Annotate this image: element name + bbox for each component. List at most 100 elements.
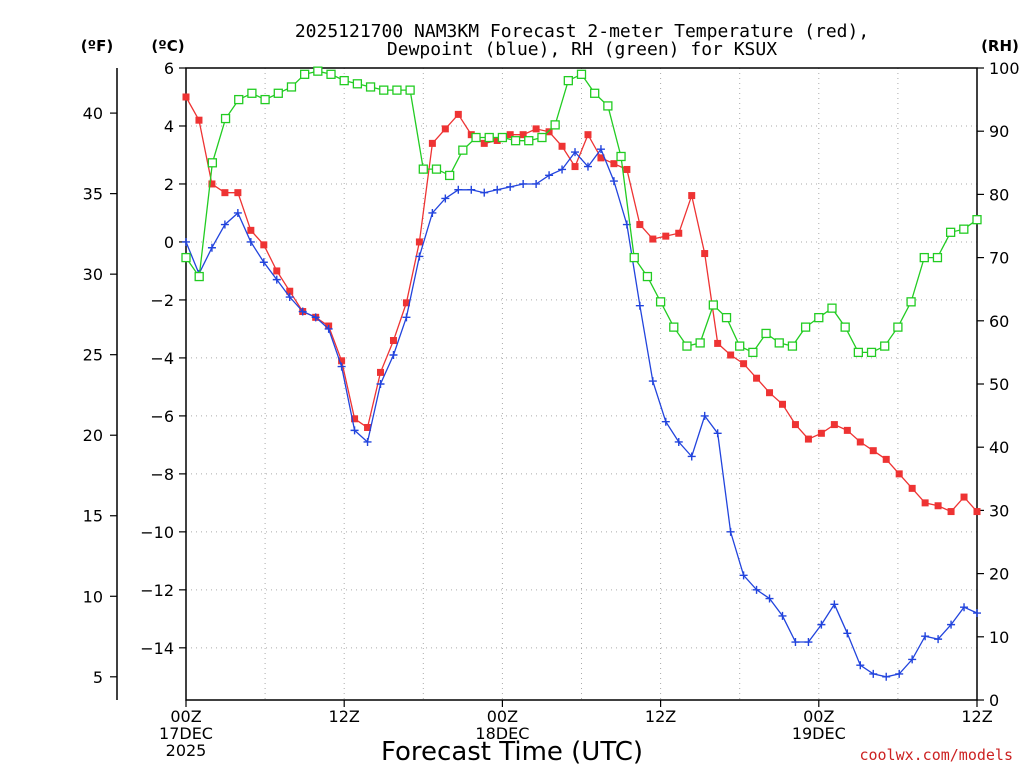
rh-tick-label: 100 xyxy=(989,59,1020,78)
temperature-point xyxy=(221,189,229,197)
rh-point xyxy=(299,69,310,79)
temperature-point xyxy=(766,389,774,397)
dewpoint-point xyxy=(220,220,229,229)
rh-tick-label: 90 xyxy=(989,122,1009,141)
time-tick-label: 00Z xyxy=(487,707,518,726)
dewpoint-point xyxy=(532,179,541,188)
temperature-point xyxy=(934,502,942,510)
axes xyxy=(116,67,978,701)
time-tick-label: 19DEC xyxy=(792,724,846,743)
rh-point xyxy=(524,136,534,146)
dewpoint-point xyxy=(778,611,787,620)
temperature-point xyxy=(247,226,255,234)
temperature-point xyxy=(895,470,903,478)
dewpoint-point xyxy=(687,452,696,461)
rh-series xyxy=(181,66,982,358)
rh-point xyxy=(445,170,455,181)
rh-point xyxy=(563,75,573,86)
rh-point xyxy=(260,94,270,105)
dewpoint-point xyxy=(752,585,761,594)
temperature-point xyxy=(649,235,657,243)
time-tick-label: 17DEC xyxy=(159,724,213,743)
rh-point xyxy=(286,82,297,92)
temperature-point xyxy=(402,299,410,307)
temperature-point xyxy=(558,142,566,150)
rh-point xyxy=(392,85,402,95)
dewpoint-point xyxy=(480,188,489,197)
rh-point xyxy=(695,338,705,348)
rh-point xyxy=(721,312,732,323)
time-tick-label: 2025 xyxy=(166,741,207,760)
rh-point xyxy=(682,341,692,351)
temperature-point xyxy=(960,493,968,501)
temperature-point xyxy=(467,131,475,139)
temperature-point xyxy=(908,484,916,492)
rh-point xyxy=(893,322,903,332)
temperature-point xyxy=(804,435,812,443)
rh-tick-label: 0 xyxy=(989,691,999,710)
rh-point xyxy=(669,322,679,332)
rh-point xyxy=(774,338,784,348)
temperature-point xyxy=(856,438,864,446)
dewpoint-point xyxy=(182,237,190,246)
temperature-point xyxy=(195,116,203,124)
rh-point xyxy=(247,88,257,98)
temperature-point xyxy=(636,221,644,229)
dewpoint-point xyxy=(493,185,502,194)
dewpoint-point xyxy=(545,171,554,180)
temperature-point xyxy=(947,508,955,516)
rh-point xyxy=(748,347,758,358)
temperature-point xyxy=(584,131,592,139)
fahrenheit-axis-unit: (ºF) xyxy=(81,37,113,55)
rh-point xyxy=(458,145,468,155)
dewpoint-point xyxy=(583,162,592,171)
rh-point xyxy=(655,297,666,307)
rh-point xyxy=(735,341,745,351)
temperature-point xyxy=(830,421,838,429)
dewpoint-point xyxy=(311,313,320,322)
dewpoint-point xyxy=(908,655,917,664)
temperature-point xyxy=(778,400,786,408)
chart-title-line1: 2025121700 NAM3KM Forecast 2-meter Tempe… xyxy=(295,21,869,42)
rh-tick-label: 20 xyxy=(989,565,1009,584)
temperature-point xyxy=(545,128,553,136)
temperature-point xyxy=(286,287,294,295)
fahrenheit-tick-label: 10 xyxy=(83,587,103,606)
rh-tick-label: 10 xyxy=(989,628,1009,647)
rh-point xyxy=(220,113,231,124)
rh-point xyxy=(326,69,336,79)
dewpoint-point xyxy=(713,429,722,438)
temperature-point xyxy=(260,241,268,249)
rh-point xyxy=(590,88,600,98)
rh-point xyxy=(313,66,323,76)
fahrenheit-tick-label: 15 xyxy=(83,507,103,526)
rh-point xyxy=(800,322,811,332)
dewpoint-point xyxy=(415,252,424,261)
time-tick-label: 00Z xyxy=(803,707,834,726)
rh-point xyxy=(484,132,494,143)
temperature-point xyxy=(273,267,281,275)
rh-point xyxy=(761,328,771,339)
rh-point xyxy=(972,215,982,225)
dewpoint-point xyxy=(506,182,515,191)
dewpoint-line xyxy=(185,147,978,678)
rh-axis-unit: (RH) xyxy=(981,37,1019,55)
dewpoint-point xyxy=(765,594,774,603)
rh-point xyxy=(853,347,863,358)
temperature-point xyxy=(493,136,501,144)
rh-point xyxy=(339,75,349,86)
temperature-point xyxy=(532,125,540,133)
temperature-point xyxy=(597,154,605,162)
fahrenheit-tick-label: 20 xyxy=(83,426,103,445)
rh-point xyxy=(708,300,718,310)
rh-tick-label: 80 xyxy=(989,185,1009,204)
temperature-point xyxy=(415,238,423,246)
rh-point xyxy=(814,312,824,323)
gridlines xyxy=(186,67,977,700)
dewpoint-point xyxy=(571,148,580,157)
fahrenheit-tick-label: 5 xyxy=(93,668,103,687)
dewpoint-point xyxy=(402,313,411,322)
dewpoint-point xyxy=(324,324,333,333)
dewpoint-point xyxy=(428,208,437,217)
dewpoint-point xyxy=(895,669,904,678)
